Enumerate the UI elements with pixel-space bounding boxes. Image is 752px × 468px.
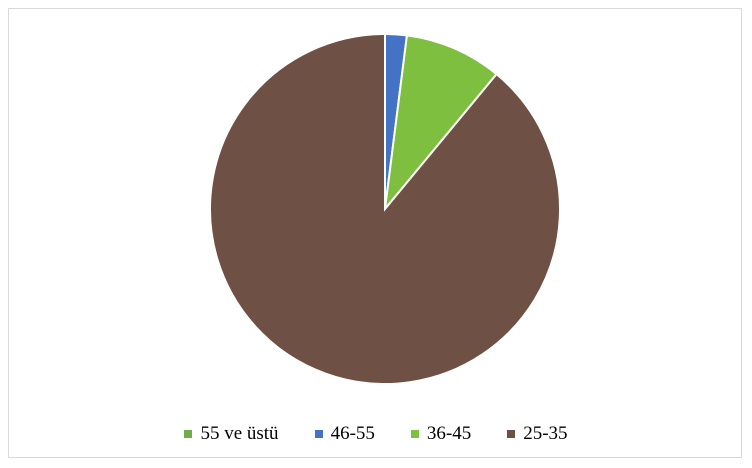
chart-frame: 55 ve üstü 46-55 36-45 25-35 <box>8 8 742 458</box>
legend-swatch <box>507 430 516 438</box>
legend-label: 36-45 <box>426 423 472 444</box>
legend-swatch <box>314 430 323 438</box>
pie-slice <box>383 34 498 213</box>
legend-item: 36-45 <box>410 423 472 445</box>
legend: 55 ve üstü 46-55 36-45 25-35 <box>9 423 743 445</box>
legend-label: 46-55 <box>330 423 375 444</box>
legend-label: 55 ve üstü <box>200 423 279 444</box>
legend-item: 25-35 <box>507 423 568 445</box>
legend-swatch <box>184 430 193 438</box>
legend-item: 55 ve üstü <box>184 423 279 445</box>
pie-slice <box>209 32 561 385</box>
legend-label: 25-35 <box>523 423 568 444</box>
pie-chart <box>209 32 561 385</box>
legend-item: 46-55 <box>314 423 375 445</box>
legend-swatch <box>410 430 419 438</box>
